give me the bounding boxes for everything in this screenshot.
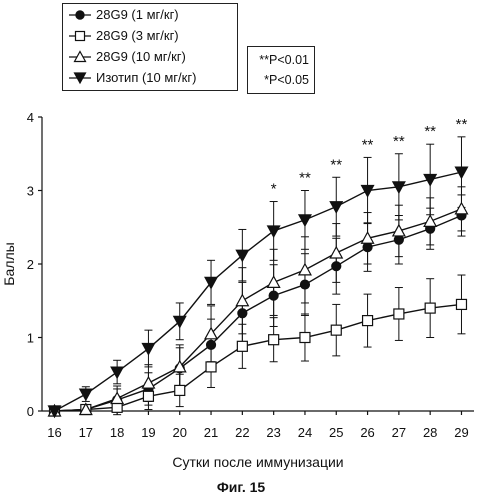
data-point (110, 366, 125, 380)
significance-line: **P<0.01 (259, 53, 309, 67)
filled-circle-marker-icon (69, 10, 91, 20)
data-point (235, 249, 250, 263)
legend: 28G9 (1 мг/кг) 28G9 (3 мг/кг) 28G9 (10 м… (62, 3, 238, 91)
data-point (268, 334, 280, 346)
x-tick-label: 24 (298, 425, 312, 440)
data-point (266, 275, 281, 288)
y-tick-label: 0 (27, 404, 34, 419)
x-tick-label: 18 (110, 425, 124, 440)
data-point (391, 223, 406, 237)
significance-annotation: ** (424, 123, 436, 140)
data-point (454, 166, 469, 180)
data-point (360, 184, 375, 198)
data-point (423, 173, 438, 187)
legend-label: 28G9 (1 мг/кг) (96, 7, 179, 22)
x-tick-label: 23 (266, 425, 280, 440)
open-triangle-marker-icon (69, 50, 91, 63)
data-point (361, 314, 374, 327)
x-tick-label: 20 (173, 425, 187, 440)
y-axis-label: Баллы (1, 242, 17, 285)
legend-item: 28G9 (10 мг/кг) (69, 48, 235, 66)
data-point (204, 326, 219, 340)
data-point (237, 308, 248, 319)
legend-item: 28G9 (3 мг/кг) (69, 27, 235, 45)
data-point (297, 262, 312, 276)
significance-annotation: ** (456, 116, 468, 133)
series-line (54, 208, 462, 412)
data-point (331, 261, 342, 272)
y-tick-label: 4 (27, 110, 34, 125)
open-square-marker-icon (69, 30, 91, 42)
data-point (423, 214, 438, 227)
x-tick-label: 29 (454, 425, 468, 440)
data-point (393, 308, 405, 320)
data-point (454, 201, 469, 215)
x-tick-label: 16 (47, 425, 61, 440)
data-point (174, 384, 186, 397)
data-point (391, 181, 406, 195)
data-point (78, 402, 93, 416)
figure-caption: Фиг. 15 (216, 479, 266, 495)
legend-label: 28G9 (3 мг/кг) (96, 28, 179, 43)
x-axis-label: Сутки после иммунизации (172, 454, 343, 470)
data-point (47, 405, 62, 419)
data-point (110, 391, 125, 405)
data-point (268, 290, 279, 301)
data-point (299, 331, 311, 344)
x-tick-label: 28 (423, 425, 437, 440)
significance-line: *P<0.05 (264, 73, 309, 87)
legend-item: 28G9 (1 мг/кг) (69, 6, 235, 24)
data-point (141, 375, 156, 389)
x-tick-label: 21 (204, 425, 218, 440)
x-tick-label: 17 (79, 425, 93, 440)
significance-box: **P<0.01 *P<0.05 (247, 46, 315, 94)
data-point (455, 298, 468, 311)
data-point (204, 276, 219, 290)
x-tick-label: 25 (329, 425, 343, 440)
filled-triangle-down-marker-icon (69, 72, 91, 85)
data-point (236, 340, 248, 352)
data-point (78, 388, 93, 402)
series-line (54, 214, 462, 412)
legend-label: Изотип (10 мг/кг) (96, 70, 197, 85)
x-tick-label: 19 (141, 425, 155, 440)
data-point (360, 231, 375, 244)
significance-annotation: ** (393, 133, 405, 150)
x-tick-label: 22 (235, 425, 249, 440)
data-point (172, 359, 187, 373)
y-tick-label: 1 (27, 331, 34, 346)
legend-item: Изотип (10 мг/кг) (69, 69, 235, 87)
y-tick-label: 2 (27, 257, 34, 272)
x-tick-label: 27 (392, 425, 406, 440)
data-point (235, 293, 250, 307)
data-point (299, 279, 311, 290)
y-tick-label: 3 (27, 184, 34, 199)
data-point (424, 302, 436, 314)
significance-annotation: ** (362, 136, 374, 153)
data-point (205, 339, 217, 350)
data-point (329, 245, 344, 259)
data-point (266, 225, 281, 239)
legend-label: 28G9 (10 мг/кг) (96, 49, 186, 64)
x-tick-label: 26 (360, 425, 374, 440)
data-point (297, 214, 312, 228)
data-point (205, 361, 217, 373)
significance-annotation: ** (299, 170, 311, 187)
data-point (329, 201, 344, 214)
data-point (172, 315, 187, 329)
significance-annotation: ** (330, 156, 342, 173)
data-point (141, 342, 156, 356)
data-point (142, 390, 155, 402)
significance-annotation: * (271, 181, 277, 198)
data-point (330, 324, 342, 336)
